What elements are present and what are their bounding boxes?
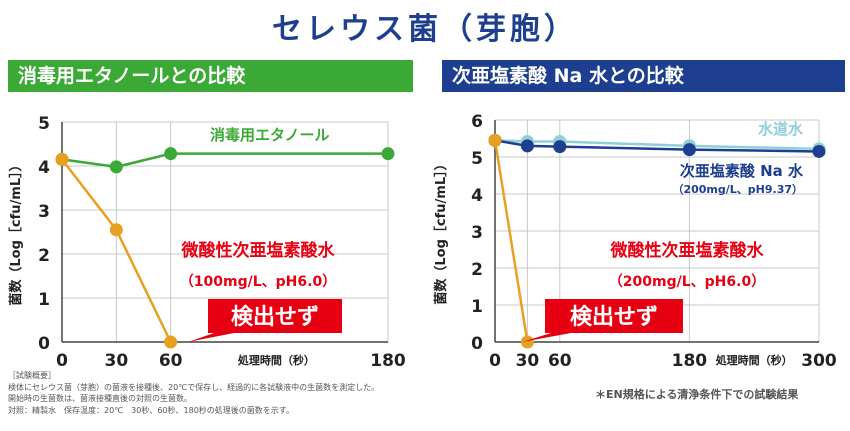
test-notes: ［試験概要］ 検体にセレウス菌（芽胞）の菌液を接種後、20℃で保存し、経過的に各… bbox=[8, 370, 428, 416]
x-tick-label: 0 bbox=[56, 351, 68, 371]
x-tick-label: 0 bbox=[489, 351, 501, 371]
y-tick-label: 4 bbox=[38, 158, 50, 178]
series-label: 水道水 bbox=[758, 120, 804, 138]
y-tick-label: 1 bbox=[471, 297, 483, 317]
x-tick-label: 30 bbox=[516, 351, 540, 371]
x-tick-label: 300 bbox=[801, 351, 837, 371]
series-label: 微酸性次亜塩素酸水 bbox=[181, 240, 336, 261]
left-panel-title: 消毒用エタノールとの比較 bbox=[8, 60, 413, 92]
y-tick-label: 0 bbox=[471, 334, 483, 354]
x-tick-label: 60 bbox=[159, 351, 183, 371]
data-point bbox=[109, 160, 123, 174]
notes-line: 開始時の生菌数は、菌液接種直後の対照の生菌数。 bbox=[8, 394, 192, 403]
footnote: ＊EN規格による清浄条件下での試験結果 bbox=[595, 388, 799, 401]
data-point bbox=[553, 140, 567, 154]
data-point bbox=[109, 223, 123, 237]
x-tick-label: 180 bbox=[672, 351, 708, 371]
y-tick-label: 3 bbox=[471, 223, 483, 243]
data-point bbox=[520, 139, 534, 153]
y-tick-label: 2 bbox=[471, 260, 483, 280]
series-line bbox=[494, 139, 820, 151]
not-detected-label: 検出せず bbox=[231, 305, 319, 330]
data-point bbox=[164, 147, 178, 161]
series-line bbox=[61, 152, 388, 169]
data-point bbox=[520, 335, 534, 349]
data-point bbox=[488, 133, 502, 147]
callout-box bbox=[208, 299, 342, 333]
x-axis-label: 処理時間（秒） bbox=[237, 353, 315, 367]
callout-pointer bbox=[188, 333, 234, 342]
x-tick-label: 180 bbox=[370, 351, 406, 371]
not-detected-label: 検出せず bbox=[570, 305, 658, 330]
y-tick-label: 5 bbox=[471, 149, 483, 169]
x-tick-label: 30 bbox=[104, 351, 128, 371]
callout-box bbox=[545, 299, 683, 333]
series-label: 次亜塩素酸 Na 水 bbox=[680, 162, 804, 180]
series-label: 消毒用エタノール bbox=[210, 126, 330, 144]
data-point bbox=[55, 152, 69, 166]
y-tick-label: 1 bbox=[38, 290, 50, 310]
data-point bbox=[164, 335, 178, 349]
y-axis-label: 菌数（Log［cfu/mL］） bbox=[8, 158, 24, 305]
series-label: 微酸性次亜塩素酸水 bbox=[610, 240, 765, 261]
y-tick-label: 2 bbox=[38, 246, 50, 266]
series-sublabel: （200mg/L、pH9.37） bbox=[672, 183, 803, 196]
y-tick-label: 3 bbox=[38, 202, 50, 222]
data-point bbox=[381, 147, 395, 161]
notes-heading: ［試験概要］ bbox=[8, 371, 56, 380]
series-sublabel: （200mg/L、pH6.0） bbox=[609, 274, 765, 290]
y-axis-label: 菌数（Log［cfu/mL］） bbox=[433, 157, 449, 304]
series-sublabel: （100mg/L、pH6.0） bbox=[180, 274, 336, 290]
y-tick-label: 0 bbox=[38, 334, 50, 354]
y-tick-label: 4 bbox=[471, 186, 483, 206]
x-axis-label: 処理時間（秒） bbox=[715, 353, 793, 367]
series-line bbox=[493, 140, 529, 343]
y-tick-label: 5 bbox=[38, 114, 50, 134]
callout-pointer bbox=[522, 333, 571, 342]
notes-line: 検体にセレウス菌（芽胞）の菌液を接種後、20℃で保存し、経過的に各試験液中の生菌… bbox=[8, 382, 380, 392]
data-point bbox=[682, 143, 696, 157]
y-tick-label: 6 bbox=[471, 112, 483, 132]
right-panel-title: 次亜塩素酸 Na 水との比較 bbox=[442, 60, 845, 92]
left-chart: 0 1 2 3 4 5 0 30 60 180 菌数（Log［cfu/mL］） 処理時間（秒） 検出せず… bbox=[8, 114, 406, 371]
x-tick-label: 60 bbox=[548, 351, 572, 371]
data-point bbox=[812, 144, 826, 158]
page-title: セレウス菌（芽胞） bbox=[272, 12, 578, 47]
notes-line: 対照：精製水 保存温度：20℃ 30秒、60秒、180秒の処理後の菌数を示す。 bbox=[8, 405, 294, 415]
